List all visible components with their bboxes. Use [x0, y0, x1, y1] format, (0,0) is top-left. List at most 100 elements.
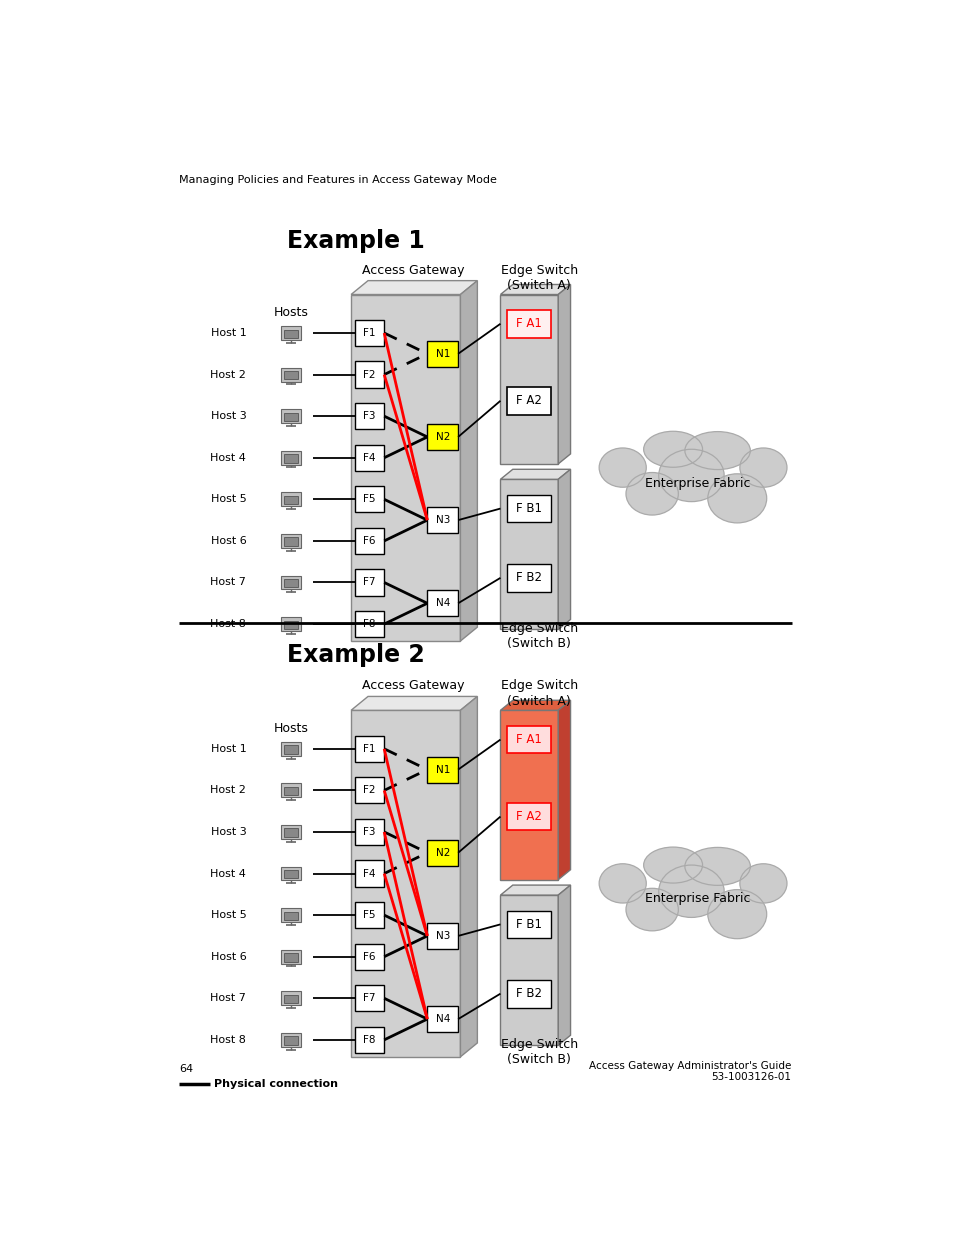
Bar	[281, 825, 301, 839]
Bar	[281, 409, 301, 424]
Text: F B1: F B1	[516, 503, 541, 515]
Bar	[281, 908, 301, 923]
Bar	[284, 412, 298, 421]
Bar	[284, 746, 298, 753]
Text: Host 5: Host 5	[211, 494, 246, 504]
Bar	[281, 326, 301, 340]
Bar	[281, 576, 301, 589]
Polygon shape	[500, 885, 570, 895]
Bar	[284, 537, 298, 546]
Text: N1: N1	[436, 764, 450, 774]
Bar	[427, 840, 457, 866]
Text: Edge Switch
(Switch A): Edge Switch (Switch A)	[500, 264, 578, 291]
Bar	[284, 370, 298, 379]
Bar	[427, 508, 457, 534]
Text: Host 5: Host 5	[211, 910, 246, 920]
Text: F4: F4	[363, 453, 375, 463]
Text: Example 1: Example 1	[287, 228, 424, 253]
Text: N4: N4	[436, 598, 450, 609]
Polygon shape	[500, 700, 570, 710]
Text: F7: F7	[363, 993, 375, 1003]
Ellipse shape	[740, 448, 786, 488]
Text: Host 4: Host 4	[211, 453, 246, 463]
Polygon shape	[500, 469, 570, 479]
Text: Host 6: Host 6	[211, 536, 246, 546]
Text: Managing Policies and Features in Access Gateway Mode: Managing Policies and Features in Access…	[179, 175, 497, 185]
Bar	[355, 569, 384, 595]
Ellipse shape	[643, 847, 701, 883]
Text: Host 3: Host 3	[211, 827, 246, 837]
Bar	[281, 783, 301, 798]
Text: Hosts: Hosts	[274, 721, 308, 735]
Text: F8: F8	[363, 619, 375, 629]
Text: F A2: F A2	[516, 810, 541, 823]
Text: N2: N2	[436, 847, 450, 858]
Polygon shape	[558, 469, 570, 630]
Text: F6: F6	[363, 952, 375, 962]
Bar	[355, 777, 384, 804]
Ellipse shape	[684, 847, 750, 885]
Ellipse shape	[598, 448, 645, 488]
Text: Host 3: Host 3	[211, 411, 246, 421]
Text: F A1: F A1	[516, 317, 541, 330]
Text: F B2: F B2	[516, 987, 541, 1000]
Bar	[506, 910, 551, 939]
Polygon shape	[351, 697, 476, 710]
Bar	[281, 742, 301, 756]
Bar	[506, 726, 551, 753]
Text: F2: F2	[363, 369, 375, 379]
Text: F3: F3	[363, 827, 375, 837]
Bar	[355, 320, 384, 346]
Polygon shape	[460, 697, 476, 1057]
Text: F2: F2	[363, 785, 375, 795]
Text: Host 8: Host 8	[211, 619, 246, 629]
Text: Host 1: Host 1	[211, 743, 246, 753]
Bar	[427, 923, 457, 948]
Bar	[281, 992, 301, 1005]
Bar	[355, 986, 384, 1011]
Text: N1: N1	[436, 348, 450, 359]
Bar	[355, 736, 384, 762]
Bar	[427, 341, 457, 367]
Text: F B1: F B1	[516, 918, 541, 931]
Text: 64: 64	[179, 1065, 193, 1074]
Bar	[355, 527, 384, 555]
Bar	[284, 1036, 298, 1045]
Bar	[355, 362, 384, 388]
Text: F5: F5	[363, 910, 375, 920]
Bar	[355, 403, 384, 430]
Text: N3: N3	[436, 515, 450, 525]
Polygon shape	[500, 895, 558, 1045]
Text: F B2: F B2	[516, 572, 541, 584]
Bar	[284, 995, 298, 1003]
Bar	[284, 829, 298, 837]
Bar	[427, 1007, 457, 1032]
Bar	[284, 579, 298, 588]
Polygon shape	[460, 280, 476, 641]
Text: F6: F6	[363, 536, 375, 546]
Text: Host 2: Host 2	[211, 785, 246, 795]
Text: F A1: F A1	[516, 734, 541, 746]
Text: Host 7: Host 7	[211, 578, 246, 588]
Bar	[355, 819, 384, 845]
Polygon shape	[500, 710, 558, 879]
Ellipse shape	[658, 450, 723, 501]
Bar	[284, 454, 298, 463]
Text: F1: F1	[363, 743, 375, 753]
Bar	[355, 487, 384, 513]
Polygon shape	[558, 885, 570, 1045]
Bar	[284, 496, 298, 504]
Bar	[506, 387, 551, 415]
Polygon shape	[500, 284, 570, 294]
Text: Example 2: Example 2	[287, 642, 424, 667]
Text: N2: N2	[436, 432, 450, 442]
Text: Enterprise Fabric: Enterprise Fabric	[644, 477, 750, 489]
Text: Host 2: Host 2	[211, 369, 246, 379]
Bar	[281, 1032, 301, 1047]
Bar	[355, 611, 384, 637]
Bar	[284, 330, 298, 338]
Ellipse shape	[643, 431, 701, 467]
Text: Host 8: Host 8	[211, 1035, 246, 1045]
Bar	[427, 590, 457, 616]
Polygon shape	[500, 479, 558, 630]
